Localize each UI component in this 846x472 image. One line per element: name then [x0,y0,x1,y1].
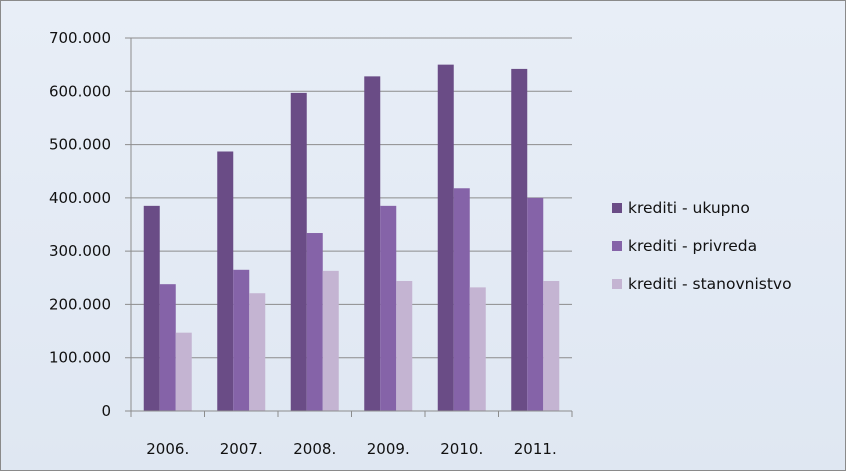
bars [143,64,560,412]
y-tick-label: 100.000 [49,349,111,367]
bar [511,68,528,412]
legend-swatch [612,279,622,289]
y-tick-label: 700.000 [49,29,111,47]
axes [130,38,573,417]
bar [364,76,381,411]
x-tick-label: 2009. [367,440,410,458]
x-tick-label: 2006. [146,440,189,458]
bar [143,205,160,411]
bar [159,284,176,411]
bar [469,287,486,411]
bar [543,280,560,411]
bar [290,92,307,412]
bar [217,151,234,411]
legend: krediti - ukupno krediti - privreda kredit… [612,199,792,293]
bar [233,269,250,411]
bar [396,280,413,411]
y-tick-label: 600.000 [49,82,111,100]
bar [527,197,544,411]
x-tick-label: 2011. [514,440,557,458]
x-tick-label: 2008. [293,440,336,458]
x-tick-labels: 2006. 2007. 2008. 2009. 2010. 2011. [146,440,556,458]
legend-label: krediti - ukupno [628,199,750,217]
x-tick-label: 2007. [220,440,263,458]
y-tick-label: 200.000 [49,295,111,313]
bar [249,293,266,411]
legend-swatch [612,203,622,213]
y-tick-labels: 0 100.000 200.000 300.000 400.000 500.000 600.… [49,29,111,420]
legend-label: krediti - stanovnistvo [628,275,792,293]
legend-label: krediti - privreda [628,237,757,255]
bar [380,205,397,411]
y-tick-label: 300.000 [49,242,111,260]
y-tick-label: 400.000 [49,189,111,207]
bar [175,332,192,411]
bar [437,64,454,411]
gridlines [125,37,572,412]
x-tick-label: 2010. [440,440,483,458]
bar [453,188,470,411]
y-tick-label: 0 [101,402,111,420]
legend-swatch [612,241,622,251]
y-tick-label: 500.000 [49,136,111,154]
bar [306,233,323,411]
bar [322,270,339,411]
